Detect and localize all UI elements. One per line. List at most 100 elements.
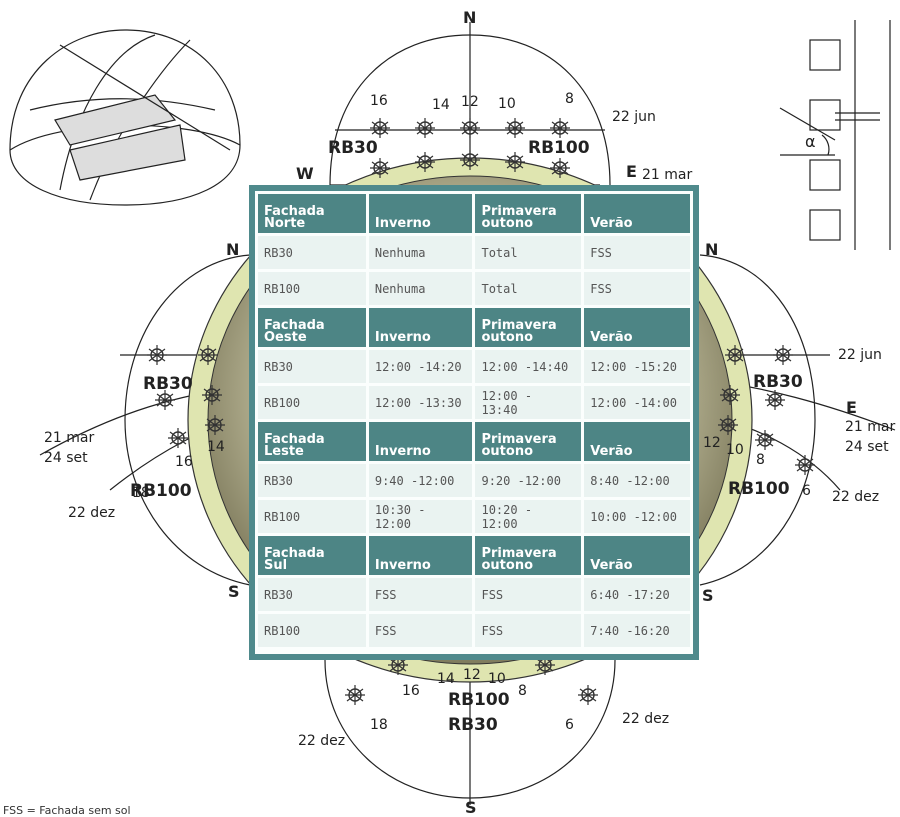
table-body: Fachada Norte Inverno Primavera outono Verão R… — [255, 191, 693, 654]
south-label-left: S — [228, 582, 240, 601]
hour-12-top: 12 — [461, 94, 479, 110]
header-text: Inverno — [374, 216, 431, 231]
section-header-row: Fachada Sul Inverno Primavera outono Verão — [258, 536, 690, 575]
rb100-label-bottom: RB100 — [448, 690, 510, 710]
table-cell: Total — [475, 236, 582, 269]
hour-16-left: 16 — [175, 454, 193, 470]
header-text: Primavera — [481, 546, 557, 561]
solstice-dez-label-left: 22 dez — [68, 505, 116, 521]
section-header-row: Fachada Norte Inverno Primavera outono Verão — [258, 194, 690, 233]
table-cell: RB100 — [258, 386, 366, 419]
header-text: Inverno — [374, 444, 431, 459]
table-cell: RB30 — [258, 236, 366, 269]
hour-18-left: 18 — [132, 485, 150, 501]
table-cell: FSS — [475, 578, 582, 611]
table-cell: FSS — [368, 614, 473, 647]
hour-8-top: 8 — [565, 91, 574, 107]
hour-8-right: 8 — [756, 452, 765, 468]
table-cell: 10:30 - 12:00 — [368, 500, 473, 533]
table-cell: FSS — [584, 272, 690, 305]
rb100-label-right: RB100 — [728, 479, 790, 499]
hour-18-bottom: 18 — [370, 717, 388, 733]
hour-8-bottom: 8 — [518, 683, 527, 699]
east-label: E — [626, 162, 637, 181]
header-text: Primavera — [481, 204, 557, 219]
footnote: FSS = Fachada sem sol — [3, 804, 131, 817]
table-cell: RB30 — [258, 350, 366, 383]
hour-16-bottom: 16 — [402, 683, 420, 699]
table-row: RB100 Nenhuma Total FSS — [258, 272, 690, 305]
verao-header: Verão — [584, 536, 690, 575]
primavera-outono-header: Primavera outono — [475, 422, 582, 461]
table-cell: FSS — [475, 614, 582, 647]
hemisphere-sketch — [9, 29, 241, 206]
header-text: Inverno — [374, 558, 431, 573]
hour-14-bottom: 14 — [437, 671, 455, 687]
section-header-row: Fachada Leste Inverno Primavera outono Verão — [258, 422, 690, 461]
header-text: Oeste — [264, 330, 307, 345]
solstice-jun-label-right: 22 jun — [838, 347, 882, 363]
facade-name-header: Fachada Leste — [258, 422, 366, 461]
south-label-bottom: S — [465, 798, 477, 817]
table-cell: FSS — [584, 236, 690, 269]
verao-header: Verão — [584, 422, 690, 461]
inverno-header: Inverno — [368, 536, 473, 575]
table-cell: 12:00 -14:00 — [584, 386, 690, 419]
table-cell: RB30 — [258, 464, 366, 497]
table-cell: 8:40 -12:00 — [584, 464, 690, 497]
header-text: Sul — [264, 558, 288, 573]
september-label-right: 24 set — [845, 439, 889, 455]
east-label-right: E — [846, 398, 857, 417]
table-cell: Total — [475, 272, 582, 305]
table-cell: 12:00 -13:30 — [368, 386, 473, 419]
section-header-row: Fachada Oeste Inverno Primavera outono Verão — [258, 308, 690, 347]
table-cell: Nenhuma — [368, 272, 473, 305]
table-row: RB30 12:00 -14:20 12:00 -14:40 12:00 -15:20 — [258, 350, 690, 383]
header-text: Fachada — [264, 318, 325, 333]
header-text: Fachada — [264, 546, 325, 561]
hour-12-right: 12 — [703, 435, 721, 451]
verao-header: Verão — [584, 308, 690, 347]
alpha-symbol: α — [805, 132, 816, 151]
table-cell: Nenhuma — [368, 236, 473, 269]
hour-14-top: 14 — [432, 97, 450, 113]
table-row: RB100 12:00 -13:30 12:00 - 13:40 12:00 -14:… — [258, 386, 690, 419]
south-label-right: S — [702, 586, 714, 605]
table-cell: 12:00 -14:40 — [475, 350, 582, 383]
table-cell: 10:20 - 12:00 — [475, 500, 582, 533]
header-text: Norte — [264, 216, 306, 231]
rb100-label-top: RB100 — [528, 138, 590, 158]
primavera-outono-header: Primavera outono — [475, 194, 582, 233]
rb100-label-left: RB100 — [130, 481, 192, 501]
table-row: RB30 FSS FSS 6:40 -17:20 — [258, 578, 690, 611]
hour-6-bottom: 6 — [565, 717, 574, 733]
table-cell: 7:40 -16:20 — [584, 614, 690, 647]
header-text: Verão — [590, 558, 633, 573]
solstice-dez-label-right: 22 dez — [832, 489, 880, 505]
north-label: N — [463, 8, 477, 27]
table-row: RB100 FSS FSS 7:40 -16:20 — [258, 614, 690, 647]
verao-header: Verão — [584, 194, 690, 233]
hour-10-bottom: 10 — [488, 671, 506, 687]
header-text: Verão — [590, 330, 633, 345]
header-text: outono — [481, 558, 534, 573]
hour-14-left: 14 — [207, 439, 225, 455]
facade-name-header: Fachada Norte — [258, 194, 366, 233]
header-text: Leste — [264, 444, 304, 459]
table-cell: 12:00 - 13:40 — [475, 386, 582, 419]
header-text: Primavera — [481, 318, 557, 333]
header-text: Primavera — [481, 432, 557, 447]
table-row: RB30 9:40 -12:00 9:20 -12:00 8:40 -12:00 — [258, 464, 690, 497]
table-row: RB100 10:30 - 12:00 10:20 - 12:00 10:00 -12… — [258, 500, 690, 533]
table-cell: RB100 — [258, 272, 366, 305]
hour-16-top: 16 — [370, 93, 388, 109]
equinox-label-left: 21 mar — [44, 430, 95, 446]
rb30-label-right: RB30 — [753, 372, 803, 392]
header-text: Fachada — [264, 204, 325, 219]
table-row: RB30 Nenhuma Total FSS — [258, 236, 690, 269]
table-cell: 6:40 -17:20 — [584, 578, 690, 611]
rb30-label-bottom: RB30 — [448, 715, 498, 735]
table-cell: 9:40 -12:00 — [368, 464, 473, 497]
header-text: Verão — [590, 216, 633, 231]
header-text: Inverno — [374, 330, 431, 345]
